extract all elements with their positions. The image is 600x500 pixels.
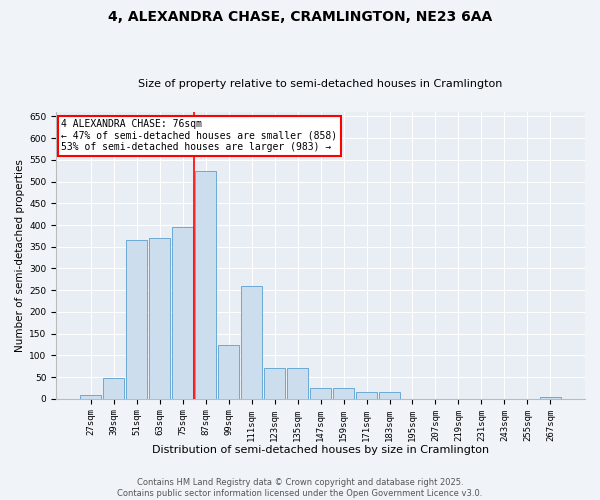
Bar [218, 344, 239, 399]
Bar [310, 388, 331, 399]
Bar [80, 394, 101, 399]
Bar [333, 388, 354, 399]
Text: 4 ALEXANDRA CHASE: 76sqm
← 47% of semi-detached houses are smaller (858)
53% of : 4 ALEXANDRA CHASE: 76sqm ← 47% of semi-d… [61, 119, 338, 152]
Bar [195, 170, 216, 399]
X-axis label: Distribution of semi-detached houses by size in Cramlington: Distribution of semi-detached houses by … [152, 445, 489, 455]
Y-axis label: Number of semi-detached properties: Number of semi-detached properties [15, 159, 25, 352]
Bar [287, 368, 308, 399]
Bar [172, 227, 193, 399]
Bar [241, 286, 262, 399]
Title: Size of property relative to semi-detached houses in Cramlington: Size of property relative to semi-detach… [139, 79, 503, 89]
Bar [264, 368, 285, 399]
Bar [103, 378, 124, 399]
Bar [356, 392, 377, 399]
Bar [149, 238, 170, 399]
Bar [540, 396, 561, 399]
Bar [379, 392, 400, 399]
Bar [126, 240, 147, 399]
Text: Contains HM Land Registry data © Crown copyright and database right 2025.
Contai: Contains HM Land Registry data © Crown c… [118, 478, 482, 498]
Text: 4, ALEXANDRA CHASE, CRAMLINGTON, NE23 6AA: 4, ALEXANDRA CHASE, CRAMLINGTON, NE23 6A… [108, 10, 492, 24]
